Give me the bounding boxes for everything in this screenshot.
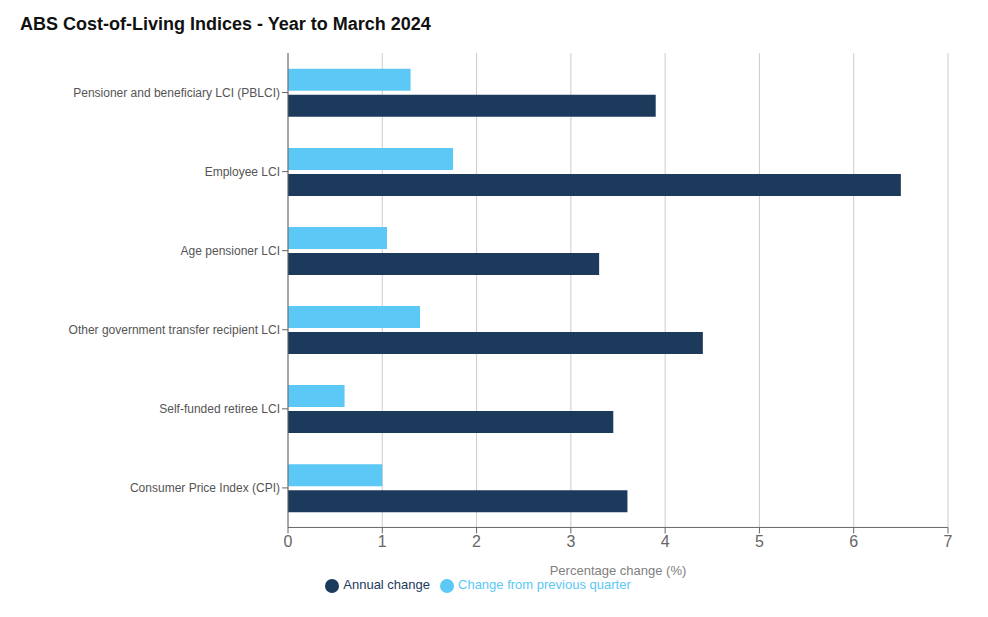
html-text:Annual change: Annual change — [343, 577, 430, 593]
svg-text:0: 0 — [284, 533, 293, 550]
svg-text:1: 1 — [378, 533, 387, 550]
svg-text:7: 7 — [944, 533, 953, 550]
svg-text:Other government transfer reci: Other government transfer recipient LCI — [69, 323, 280, 337]
svg-text:Percentage change (%): Percentage change (%) — [550, 563, 687, 578]
svg-text:Pensioner and beneficiary LCI: Pensioner and beneficiary LCI (PBLCI) — [73, 86, 280, 100]
html-text:Change from previous quarter: Change from previous quarter — [458, 577, 631, 593]
svg-text:5: 5 — [755, 533, 764, 550]
svg-text:Consumer Price Index (CPI): Consumer Price Index (CPI) — [130, 481, 280, 495]
svg-text:3: 3 — [566, 533, 575, 550]
svg-text:Age pensioner LCI: Age pensioner LCI — [181, 244, 280, 258]
svg-text:Employee LCI: Employee LCI — [205, 165, 280, 179]
html-text:ABS Cost-of-Living Indices - Y: ABS Cost-of-Living Indices - Year to Mar… — [20, 14, 431, 34]
svg-text:Self-funded retiree LCI: Self-funded retiree LCI — [159, 402, 280, 416]
svg-text:6: 6 — [849, 533, 858, 550]
svg-text:4: 4 — [661, 533, 670, 550]
svg-text:2: 2 — [472, 533, 481, 550]
